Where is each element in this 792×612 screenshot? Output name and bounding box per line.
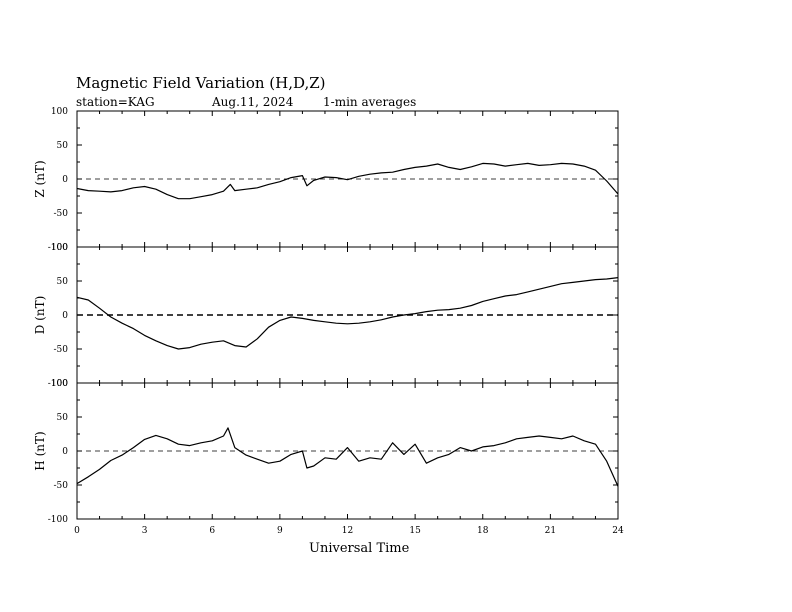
series-line	[76, 277, 619, 350]
x-tick-label: 0	[74, 526, 80, 536]
y-tick-label: 0	[62, 447, 68, 457]
chart-title: Magnetic Field Variation (H,D,Z)	[76, 74, 326, 92]
y-tick-label: 50	[57, 277, 69, 287]
x-tick-label: 21	[545, 526, 556, 536]
x-tick-label: 9	[277, 526, 283, 536]
y-tick-label: -50	[54, 345, 69, 355]
x-axis-label: Universal Time	[309, 541, 410, 556]
averaging-label: 1-min averages	[323, 95, 417, 109]
y-axis-label: Z (nT)	[33, 160, 47, 197]
y-tick-label: -100	[48, 515, 68, 525]
date-label: Aug.11, 2024	[212, 95, 294, 109]
x-tick-label: 15	[409, 526, 421, 536]
x-tick-label: 18	[477, 526, 489, 536]
y-tick-label: 100	[51, 243, 68, 253]
y-tick-label: 0	[62, 175, 68, 185]
x-tick-label: 12	[342, 526, 353, 536]
y-tick-label: 50	[57, 141, 69, 151]
y-tick-label: -50	[54, 481, 69, 491]
y-tick-label: -100	[48, 379, 68, 389]
x-tick-label: 24	[612, 526, 624, 536]
panel-2: 100 50 0 -50 -100 H (nT)	[33, 379, 619, 525]
station-label: station=KAG	[76, 95, 155, 109]
y-axis-label: H (nT)	[33, 431, 47, 470]
panel-1: 100 50 0 -50 -100 D (nT)	[33, 243, 619, 389]
y-tick-label: 50	[57, 413, 69, 423]
panel-0: 100 50 0 -50 -100 Z (nT)	[33, 107, 619, 253]
x-tick-label: 6	[209, 526, 215, 536]
series-line	[76, 162, 619, 200]
y-tick-label: -50	[54, 209, 69, 219]
y-tick-label: -100	[48, 243, 68, 253]
y-tick-label: 100	[51, 107, 68, 117]
series-line	[76, 427, 619, 487]
x-tick-label: 3	[142, 526, 148, 536]
y-tick-label: 0	[62, 311, 68, 321]
y-tick-label: 100	[51, 379, 68, 389]
y-axis-label: D (nT)	[33, 296, 47, 335]
